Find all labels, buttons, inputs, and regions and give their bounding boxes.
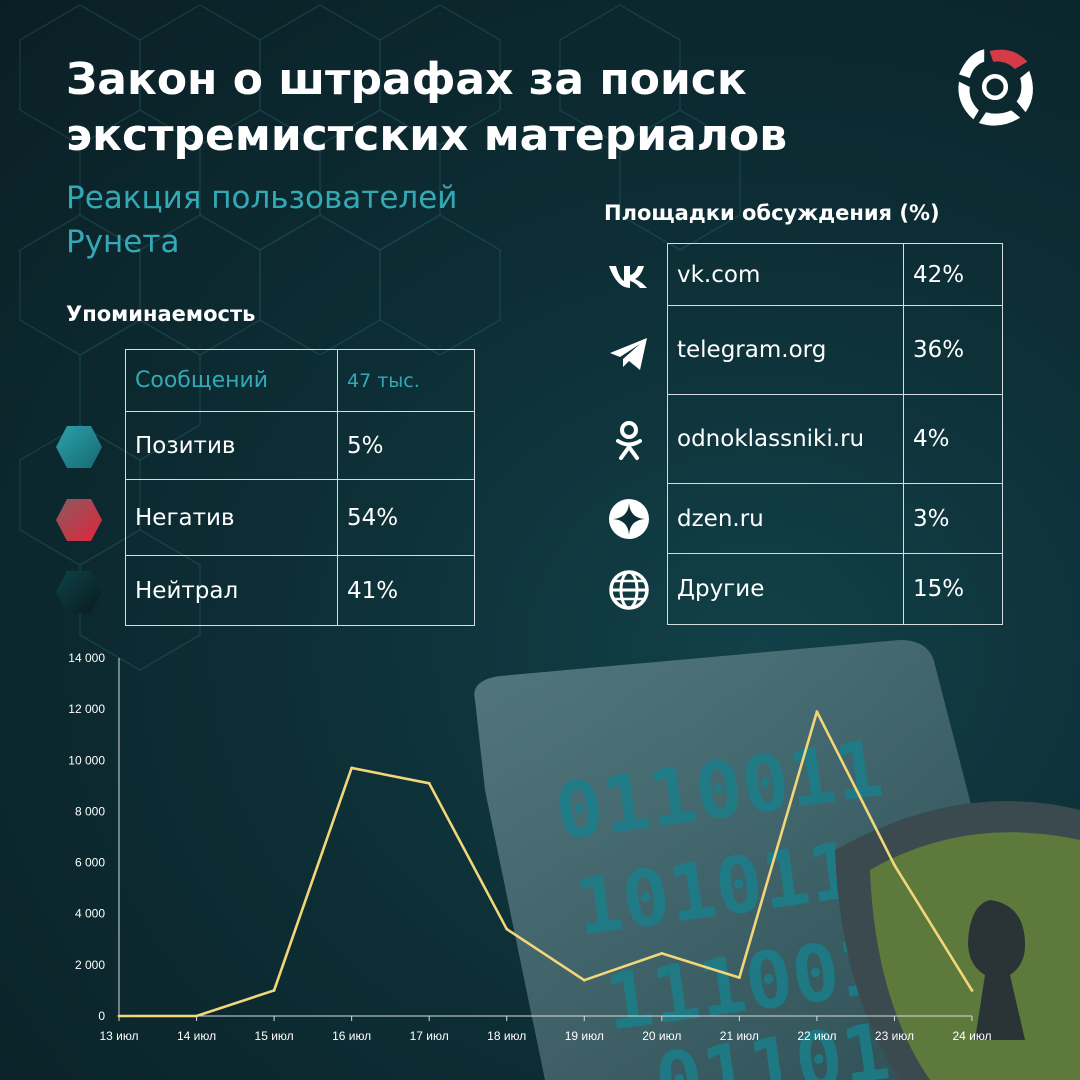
page-title: Закон о штрафах за поиск экстремистских … — [66, 52, 886, 164]
table-row: Позитив 5% — [125, 411, 475, 480]
sentiment-label: Нейтрал — [125, 555, 338, 626]
platform-name: odnoklassniki.ru — [667, 394, 904, 484]
series-line — [119, 710, 974, 1018]
platform-name: dzen.ru — [667, 483, 904, 554]
keyhole-shape — [968, 900, 1025, 1040]
platform-value: 36% — [903, 305, 1003, 395]
document-shape — [474, 640, 975, 1080]
x-tick-label: 14 июл — [177, 1029, 216, 1043]
negative-hex-icon — [56, 499, 102, 541]
data-point — [272, 989, 276, 992]
sentiment-label: Позитив — [125, 411, 338, 480]
x-tick-label: 22 июл — [797, 1029, 836, 1043]
x-tick-label: 13 июл — [99, 1029, 138, 1043]
platforms-table: vk.com 42% telegram.org 36% odnoklassnik… — [667, 243, 1003, 625]
table-row: telegram.org 36% — [667, 305, 1003, 395]
mentions-total-row: Сообщений 47 тыс. — [125, 349, 475, 412]
platforms-heading: Площадки обсуждения (%) — [604, 201, 940, 225]
data-point — [893, 863, 896, 867]
platform-name: Другие — [667, 553, 904, 625]
page-subtitle: Реакция пользователей Рунета — [66, 176, 506, 264]
y-tick-label: 12 000 — [68, 702, 105, 716]
subtitle-line-2: Рунета — [66, 224, 180, 260]
odnoklassniki-icon — [616, 421, 642, 460]
table-row: odnoklassniki.ru 4% — [667, 394, 1003, 484]
x-tick-label: 23 июл — [875, 1029, 914, 1043]
sentiment-value: 5% — [337, 411, 475, 480]
telegram-icon — [610, 338, 647, 370]
x-tick-label: 21 июл — [720, 1029, 759, 1043]
sentiment-label: Негатив — [125, 479, 338, 556]
table-row: Другие 15% — [667, 553, 1003, 625]
y-tick-label: 2 000 — [75, 958, 105, 972]
y-tick-label: 10 000 — [68, 753, 105, 767]
y-tick-label: 6 000 — [75, 856, 105, 870]
y-tick-label: 4 000 — [75, 907, 105, 921]
platform-value: 3% — [903, 483, 1003, 554]
subtitle-line-1: Реакция пользователей — [66, 180, 458, 216]
total-value: 47 тыс. — [337, 349, 475, 412]
sentiment-value: 41% — [337, 555, 475, 626]
total-label: Сообщений — [125, 349, 338, 412]
data-point — [970, 989, 974, 992]
globe-icon — [609, 570, 649, 610]
x-tick-label: 17 июл — [410, 1029, 449, 1043]
x-tick-label: 19 июл — [565, 1029, 604, 1043]
data-point — [660, 951, 664, 955]
platform-value: 15% — [903, 553, 1003, 625]
vk-icon — [609, 266, 647, 288]
y-tick-label: 14 000 — [68, 651, 105, 665]
data-point — [195, 1014, 198, 1018]
brand-logo-icon — [958, 49, 1033, 126]
table-row: Нейтрал 41% — [125, 555, 475, 626]
data-point — [117, 1014, 121, 1018]
x-tick-label: 15 июл — [255, 1029, 294, 1043]
sentiment-value: 54% — [337, 479, 475, 556]
table-row: Негатив 54% — [125, 479, 475, 556]
data-point — [505, 927, 509, 931]
y-tick-label: 0 — [98, 1009, 105, 1023]
x-tick-label: 18 июл — [487, 1029, 526, 1043]
mentions-table: Сообщений 47 тыс. Позитив 5% Негатив 54%… — [125, 349, 475, 626]
neutral-hex-icon — [56, 571, 102, 613]
title-line-1: Закон о штрафах за поиск — [66, 54, 747, 105]
y-tick-label: 8 000 — [75, 804, 105, 818]
positive-hex-icon — [56, 426, 102, 468]
data-point — [582, 978, 586, 982]
x-tick-label: 16 июл — [332, 1029, 371, 1043]
dzen-icon — [609, 499, 649, 539]
data-point — [815, 710, 819, 714]
data-point — [350, 766, 354, 770]
mentions-heading: Упоминаемость — [66, 302, 256, 326]
data-point — [737, 976, 741, 980]
table-row: dzen.ru 3% — [667, 483, 1003, 554]
platform-value: 4% — [903, 394, 1003, 484]
x-tick-label: 20 июл — [642, 1029, 681, 1043]
title-line-2: экстремистских материалов — [66, 110, 788, 161]
x-tick-label: 24 июл — [952, 1029, 991, 1043]
data-point — [427, 781, 431, 785]
platform-value: 42% — [903, 243, 1003, 306]
